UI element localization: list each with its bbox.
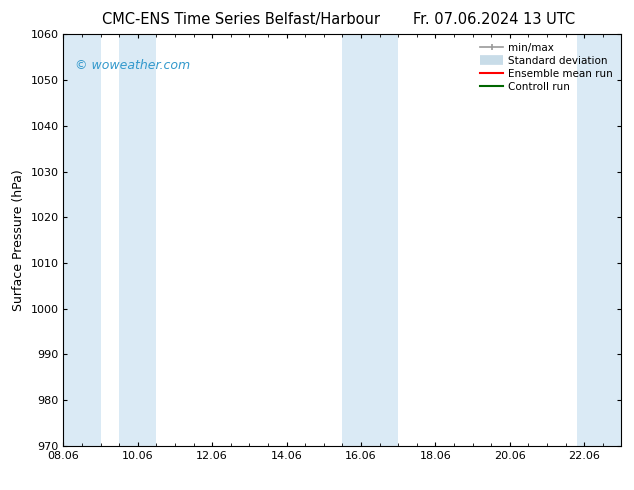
Bar	[577, 34, 621, 446]
Bar	[342, 34, 398, 446]
Bar	[63, 34, 101, 446]
Bar	[119, 34, 157, 446]
Text: © woweather.com: © woweather.com	[75, 59, 190, 72]
Text: Fr. 07.06.2024 13 UTC: Fr. 07.06.2024 13 UTC	[413, 12, 576, 27]
Legend: min/max, Standard deviation, Ensemble mean run, Controll run: min/max, Standard deviation, Ensemble me…	[477, 40, 616, 95]
Text: CMC-ENS Time Series Belfast/Harbour: CMC-ENS Time Series Belfast/Harbour	[102, 12, 380, 27]
Y-axis label: Surface Pressure (hPa): Surface Pressure (hPa)	[12, 169, 25, 311]
